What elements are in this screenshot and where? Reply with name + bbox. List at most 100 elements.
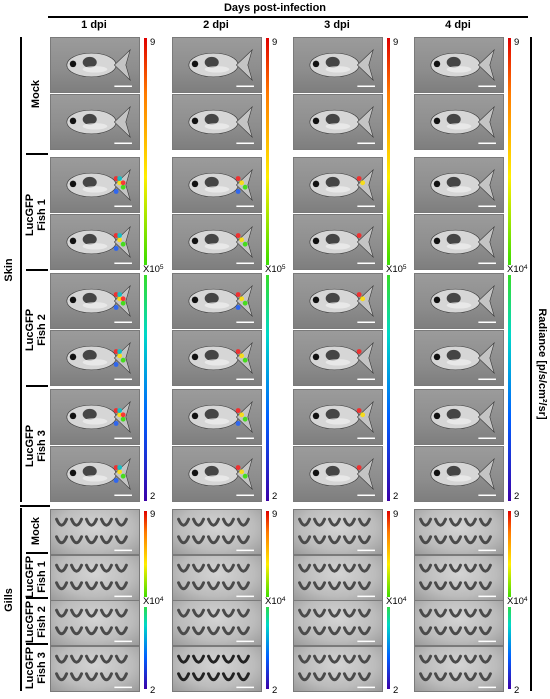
fish-image	[309, 457, 375, 497]
fish-image	[66, 400, 132, 440]
column-title-4: 4 dpi	[445, 19, 471, 31]
fish-image	[66, 457, 132, 497]
colorbar-max-label: 9	[150, 509, 156, 520]
scale-exponent: 4	[402, 596, 407, 603]
group-label: LucGFP Fish 1	[24, 194, 48, 236]
gill-panel	[414, 509, 504, 555]
group-label-line1: LucGFP	[24, 646, 36, 690]
radiance-label: Radiance [p/s/cm²/sr]	[536, 308, 548, 420]
fish-image	[430, 457, 496, 497]
gill-image	[298, 563, 375, 598]
colorbar-max-label: 9	[393, 37, 399, 48]
colorbar-min-label: 2	[514, 685, 520, 696]
group-label-line2: Fish 3	[36, 652, 48, 684]
column-title-1: 1 dpi	[81, 19, 107, 31]
group-label: LucGFP Fish 2	[24, 309, 48, 351]
group-label-line1: LucGFP	[24, 308, 36, 352]
fish-image	[430, 48, 496, 88]
group-divider	[26, 153, 48, 155]
skin-panel	[172, 389, 262, 445]
fish-image	[188, 341, 254, 381]
skin-panel	[50, 330, 140, 386]
group-label: LucGFP Fish 1	[24, 556, 48, 598]
group-label: LucGFP Fish 3	[24, 425, 48, 467]
gill-panel	[293, 600, 383, 646]
group-label-line2: Fish 3	[36, 430, 48, 462]
skin-panel	[50, 273, 140, 329]
skin-panel	[50, 389, 140, 445]
colorbar-scale-label: X104	[386, 596, 407, 607]
scale-prefix: X10	[143, 264, 160, 275]
scale-prefix: X10	[386, 596, 403, 607]
gill-panel	[50, 646, 140, 692]
skin-panel	[50, 157, 140, 213]
group-label-line1: LucGFP	[24, 424, 36, 468]
fish-image	[309, 284, 375, 324]
gill-image	[419, 608, 496, 643]
scale-exponent: 4	[523, 264, 528, 271]
fish-image	[66, 48, 132, 88]
gill-image	[177, 563, 254, 598]
gill-image	[55, 517, 132, 552]
skin-panel	[50, 214, 140, 270]
skin-panel	[50, 446, 140, 502]
skin-panel	[172, 273, 262, 329]
colorbar-min-label: 2	[150, 685, 156, 696]
column-title-2: 2 dpi	[203, 19, 229, 31]
gill-panel	[293, 509, 383, 555]
colorbar-min-label: 2	[393, 685, 399, 696]
fish-image	[309, 48, 375, 88]
colorbar-scale-label: X104	[265, 596, 286, 607]
skin-panel	[293, 389, 383, 445]
scale-exponent: 5	[402, 264, 407, 271]
colorbar-max-label: 9	[514, 37, 520, 48]
scale-exponent: 4	[281, 596, 286, 603]
fish-image	[309, 105, 375, 145]
gill-panel	[293, 555, 383, 601]
column-title-3: 3 dpi	[324, 19, 350, 31]
gill-panel	[414, 555, 504, 601]
colorbar-max-label: 9	[150, 37, 156, 48]
fish-image	[188, 168, 254, 208]
skin-panel	[414, 273, 504, 329]
group-label: Mock	[30, 80, 42, 108]
gill-image	[177, 608, 254, 643]
fish-image	[430, 341, 496, 381]
header-line	[48, 16, 528, 18]
gill-panel	[293, 646, 383, 692]
group-divider	[26, 269, 48, 271]
group-label: Mock	[30, 517, 42, 545]
group-divider	[26, 552, 48, 554]
group-label-line1: Mock	[30, 516, 42, 546]
skin-panel	[172, 37, 262, 93]
colorbar-max-label: 9	[272, 37, 278, 48]
fish-image	[66, 105, 132, 145]
skin-panel	[414, 214, 504, 270]
fish-image	[430, 284, 496, 324]
group-divider	[26, 643, 48, 645]
gill-panel	[50, 509, 140, 555]
colorbar-scale-label: X105	[265, 264, 286, 275]
skin-panel	[414, 94, 504, 150]
fish-image	[309, 225, 375, 265]
group-label-line1: LucGFP	[24, 555, 36, 599]
fish-image	[430, 105, 496, 145]
colorbar-min-label: 2	[393, 491, 399, 502]
radiance-bar	[530, 37, 532, 691]
colorbar-max-label: 9	[272, 509, 278, 520]
gill-image	[419, 517, 496, 552]
fish-image	[430, 168, 496, 208]
section-separator	[20, 505, 50, 507]
scale-prefix: X10	[143, 596, 160, 607]
colorbar-min-label: 2	[272, 491, 278, 502]
skin-panel	[414, 37, 504, 93]
scale-exponent: 4	[523, 596, 528, 603]
scale-exponent: 4	[159, 596, 164, 603]
group-label-line1: LucGFP	[24, 600, 36, 644]
fish-image	[66, 225, 132, 265]
skin-panel	[293, 37, 383, 93]
skin-panel	[293, 94, 383, 150]
colorbar-scale-label: X104	[507, 264, 528, 275]
skin-panel	[293, 330, 383, 386]
group-label-line1: Mock	[30, 79, 42, 109]
